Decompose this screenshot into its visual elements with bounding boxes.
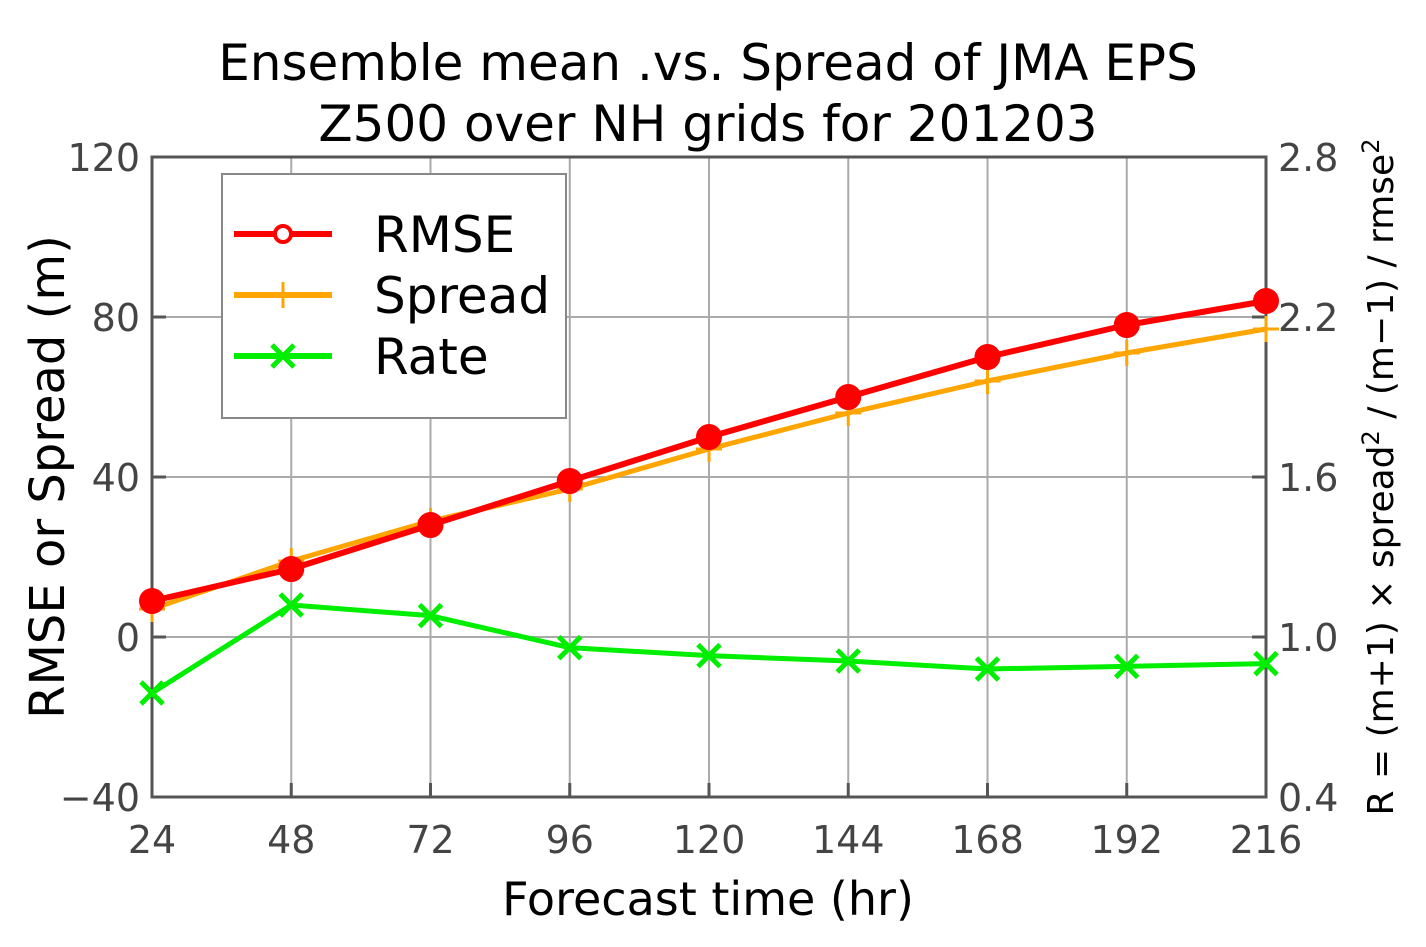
point-spread — [1113, 340, 1140, 366]
legend-label-rmse: RMSE — [374, 206, 515, 264]
point-rate — [696, 642, 722, 669]
point-rmse — [278, 556, 305, 582]
point-rate — [1253, 650, 1279, 677]
x-tick-label: 192 — [1090, 818, 1163, 862]
y-tick-label: 40 — [92, 456, 140, 500]
x-tick-label: 168 — [951, 818, 1024, 862]
point-rate — [556, 634, 583, 661]
x-tick-label: 96 — [546, 818, 594, 862]
x-tick-label: 216 — [1230, 818, 1303, 862]
point-spread — [1253, 316, 1279, 342]
x-tick-label: 144 — [812, 818, 885, 862]
x-tick-label: 72 — [406, 818, 454, 862]
x-axis-label: Forecast time (hr) — [502, 872, 914, 926]
legend-label-spread: Spread — [374, 267, 550, 325]
point-rate — [1113, 653, 1140, 680]
point-rmse — [417, 512, 444, 538]
point-spread — [974, 368, 1001, 394]
y2-tick-label: 1.6 — [1278, 456, 1338, 500]
series-layer — [139, 288, 1279, 706]
y-tick-label: −40 — [60, 776, 140, 820]
legend-label-rate: Rate — [374, 328, 489, 386]
y-axis-label: RMSE or Spread (m) — [20, 235, 76, 719]
x-tick-label: 24 — [128, 818, 176, 862]
chart-title: Ensemble mean .vs. Spread of JMA EPS — [218, 34, 1198, 92]
point-rate — [974, 656, 1001, 682]
y2-tick-label: 2.8 — [1278, 136, 1338, 180]
y2-tick-label: 2.2 — [1278, 296, 1338, 340]
legend-marker-rate — [270, 343, 296, 369]
point-rmse — [1253, 288, 1279, 314]
x-tick-label: 120 — [673, 818, 746, 862]
point-rate — [417, 602, 444, 629]
x-axis: 24 48 72 96 120 144 168 192 216 — [128, 783, 1302, 862]
point-rmse — [139, 588, 165, 614]
point-rate — [139, 680, 165, 706]
x-tick-label: 48 — [267, 818, 315, 862]
legend-marker-rmse — [273, 224, 293, 244]
point-rmse — [556, 468, 583, 494]
point-rmse — [696, 424, 722, 450]
legend-marker-spread — [270, 282, 296, 308]
point-rate — [835, 648, 862, 674]
point-rmse — [835, 384, 862, 410]
point-rate — [278, 592, 305, 618]
point-rmse — [1113, 312, 1140, 338]
y-tick-label: 80 — [92, 296, 140, 340]
y2-axis-label: R = (m+1) × spread2 / (m−1) / rmse2 — [1357, 139, 1402, 816]
y-tick-label: 0 — [116, 616, 140, 660]
y2-tick-label: 1.0 — [1278, 616, 1338, 660]
y-axis-left: 120 80 40 0 −40 — [60, 136, 166, 820]
chart-subtitle: Z500 over NH grids for 201203 — [318, 95, 1097, 153]
y2-tick-label: 0.4 — [1278, 776, 1338, 820]
y-axis-right: 2.8 2.2 1.6 1.0 0.4 — [1252, 136, 1338, 820]
y-tick-label: 120 — [67, 136, 140, 180]
point-rmse — [974, 344, 1001, 370]
